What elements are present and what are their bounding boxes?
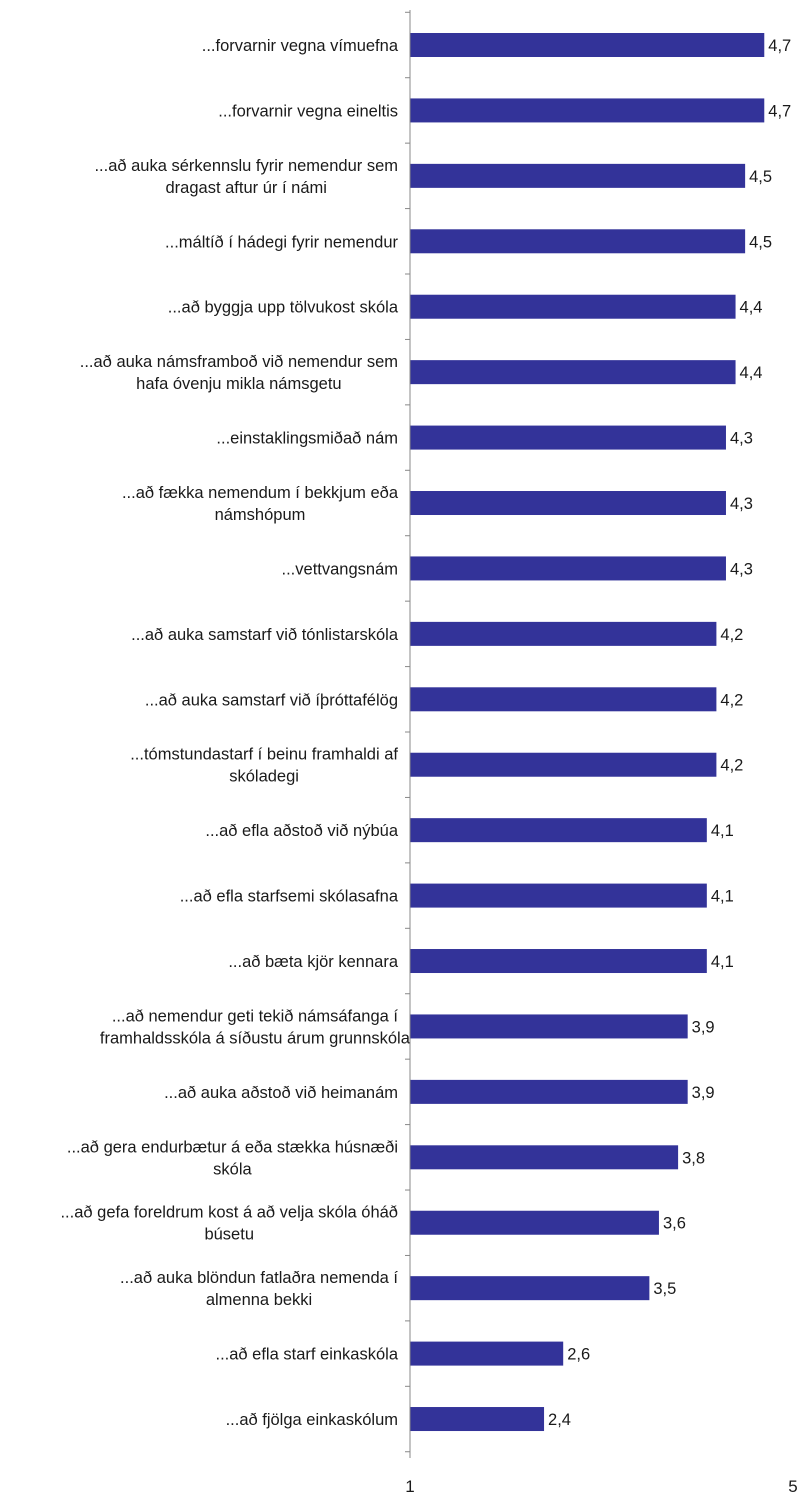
category-label-line: skóla bbox=[213, 1160, 252, 1178]
bar bbox=[410, 33, 765, 57]
bar bbox=[410, 687, 717, 712]
category-label: ...að auka samstarf við tónlistarskóla bbox=[131, 626, 399, 644]
bar bbox=[410, 752, 717, 777]
bar bbox=[410, 883, 707, 908]
bar-value-label: 3,8 bbox=[682, 1149, 705, 1167]
bar-value-label: 3,9 bbox=[692, 1018, 715, 1036]
category-label: ...að efla starf einkaskóla bbox=[215, 1346, 398, 1364]
category-label: ...að efla aðstoð við nýbúa bbox=[205, 822, 398, 840]
category-label-line: búsetu bbox=[204, 1226, 254, 1244]
category-label: ...að auka samstarf við íþróttafélög bbox=[145, 691, 398, 709]
bar-value-label: 4,4 bbox=[740, 299, 763, 317]
bar-value-label: 4,3 bbox=[730, 560, 753, 578]
category-label: ...að gera endurbætur á eða stækka húsnæ… bbox=[67, 1138, 398, 1178]
category-ticks bbox=[405, 11, 410, 1453]
category-labels: ...forvarnir vegna vímuefna ...forvarnir … bbox=[60, 37, 410, 1429]
bar bbox=[410, 163, 746, 188]
bar-value-label: 4,1 bbox=[711, 888, 734, 906]
category-label-line: ...tómstundastarf í beinu framhaldi af bbox=[130, 746, 398, 764]
category-label: ...að bæta kjör kennara bbox=[228, 953, 399, 971]
bar-value-label: 4,2 bbox=[720, 757, 743, 775]
category-label: ...máltíð í hádegi fyrir nemendur bbox=[165, 233, 398, 251]
category-label: ...vettvangsnám bbox=[282, 560, 398, 578]
bar-value-label: 4,2 bbox=[720, 691, 743, 709]
bar-value-label: 4,4 bbox=[740, 364, 763, 382]
bar bbox=[410, 556, 726, 581]
bar bbox=[410, 98, 765, 123]
bar bbox=[410, 818, 707, 843]
bar-value-label: 4,7 bbox=[768, 102, 791, 120]
category-label-line: ...að auka sérkennslu fyrir nemendur sem bbox=[94, 157, 398, 175]
category-label: ...forvarnir vegna vímuefna bbox=[202, 37, 399, 55]
category-label-line: ...að fækka nemendum í bekkjum eða bbox=[122, 484, 399, 502]
category-label-line: framhaldsskóla á síðustu árum grunnskóla bbox=[100, 1029, 411, 1047]
bar bbox=[410, 1276, 650, 1301]
bar bbox=[410, 491, 726, 516]
bar bbox=[410, 1079, 688, 1104]
category-label-line: ...að gefa foreldrum kost á að velja skó… bbox=[60, 1204, 398, 1222]
category-label: ...að fækka nemendum í bekkjum eða námshó… bbox=[122, 484, 399, 524]
category-label: ...að nemendur geti tekið námsáfanga í fr… bbox=[100, 1007, 411, 1047]
bar-value-label: 4,3 bbox=[730, 430, 753, 448]
category-label: ...að auka aðstoð við heimanám bbox=[164, 1084, 398, 1102]
bar-value-label: 4,7 bbox=[768, 37, 791, 55]
value-labels: 4,7 4,7 4,5 4,5 4,4 4,4 4,3 4,3 4,3 4,2 4,2 4,2 4,1 4… bbox=[548, 37, 791, 1429]
bar-value-label: 3,9 bbox=[692, 1084, 715, 1102]
bar bbox=[410, 425, 726, 450]
category-label-line: hafa óvenju mikla námsgetu bbox=[136, 375, 341, 393]
category-label: ...að auka sérkennslu fyrir nemendur sem… bbox=[94, 157, 398, 197]
category-label: ...að auka námsframboð við nemendur sem h… bbox=[80, 353, 398, 393]
category-label-line: námshópum bbox=[215, 506, 306, 524]
bar bbox=[410, 1407, 545, 1432]
category-label: ...að gefa foreldrum kost á að velja skó… bbox=[60, 1204, 398, 1244]
bar-value-label: 2,4 bbox=[548, 1411, 571, 1429]
category-label-line: ...að gera endurbætur á eða stækka húsnæ… bbox=[67, 1138, 398, 1156]
bar bbox=[410, 1014, 688, 1039]
bar-value-label: 4,1 bbox=[711, 822, 734, 840]
bar-value-label: 4,1 bbox=[711, 953, 734, 971]
category-label: ...forvarnir vegna eineltis bbox=[218, 102, 398, 120]
bar-value-label: 4,5 bbox=[749, 168, 772, 186]
bar bbox=[410, 360, 736, 385]
category-label: ...að efla starfsemi skólasafna bbox=[180, 888, 399, 906]
bar bbox=[410, 1145, 679, 1170]
category-label: ...að byggja upp tölvukost skóla bbox=[168, 299, 399, 317]
bar-value-label: 4,3 bbox=[730, 495, 753, 513]
category-label-line: ...að auka blöndun fatlaðra nemenda í bbox=[120, 1269, 398, 1287]
bar-value-label: 4,5 bbox=[749, 233, 772, 251]
bars-layer bbox=[410, 33, 765, 1432]
category-label-line: ...að nemendur geti tekið námsáfanga í bbox=[112, 1007, 399, 1025]
bar-value-label: 4,2 bbox=[720, 626, 743, 644]
category-label: ...einstaklingsmiðað nám bbox=[216, 430, 398, 448]
category-label-line: skóladegi bbox=[229, 768, 299, 786]
bar-value-label: 3,5 bbox=[653, 1280, 676, 1298]
category-label-line: ...að auka námsframboð við nemendur sem bbox=[80, 353, 398, 371]
bar bbox=[410, 621, 717, 646]
category-label: ...að auka blöndun fatlaðra nemenda í alm… bbox=[120, 1269, 398, 1309]
bar-value-label: 3,6 bbox=[663, 1215, 686, 1233]
x-tick-label-max: 5 bbox=[788, 1477, 797, 1496]
category-label-line: almenna bekki bbox=[206, 1291, 312, 1309]
x-tick-label-min: 1 bbox=[405, 1477, 414, 1496]
category-label-line: dragast aftur úr í námi bbox=[166, 179, 327, 197]
bar bbox=[410, 1341, 564, 1366]
bar bbox=[410, 229, 746, 254]
bar bbox=[410, 949, 707, 974]
bar bbox=[410, 294, 736, 319]
category-label: ...að fjölga einkaskólum bbox=[226, 1411, 398, 1429]
bar-value-label: 2,6 bbox=[567, 1346, 590, 1364]
bar bbox=[410, 1210, 659, 1235]
category-label: ...tómstundastarf í beinu framhaldi af sk… bbox=[130, 746, 398, 786]
